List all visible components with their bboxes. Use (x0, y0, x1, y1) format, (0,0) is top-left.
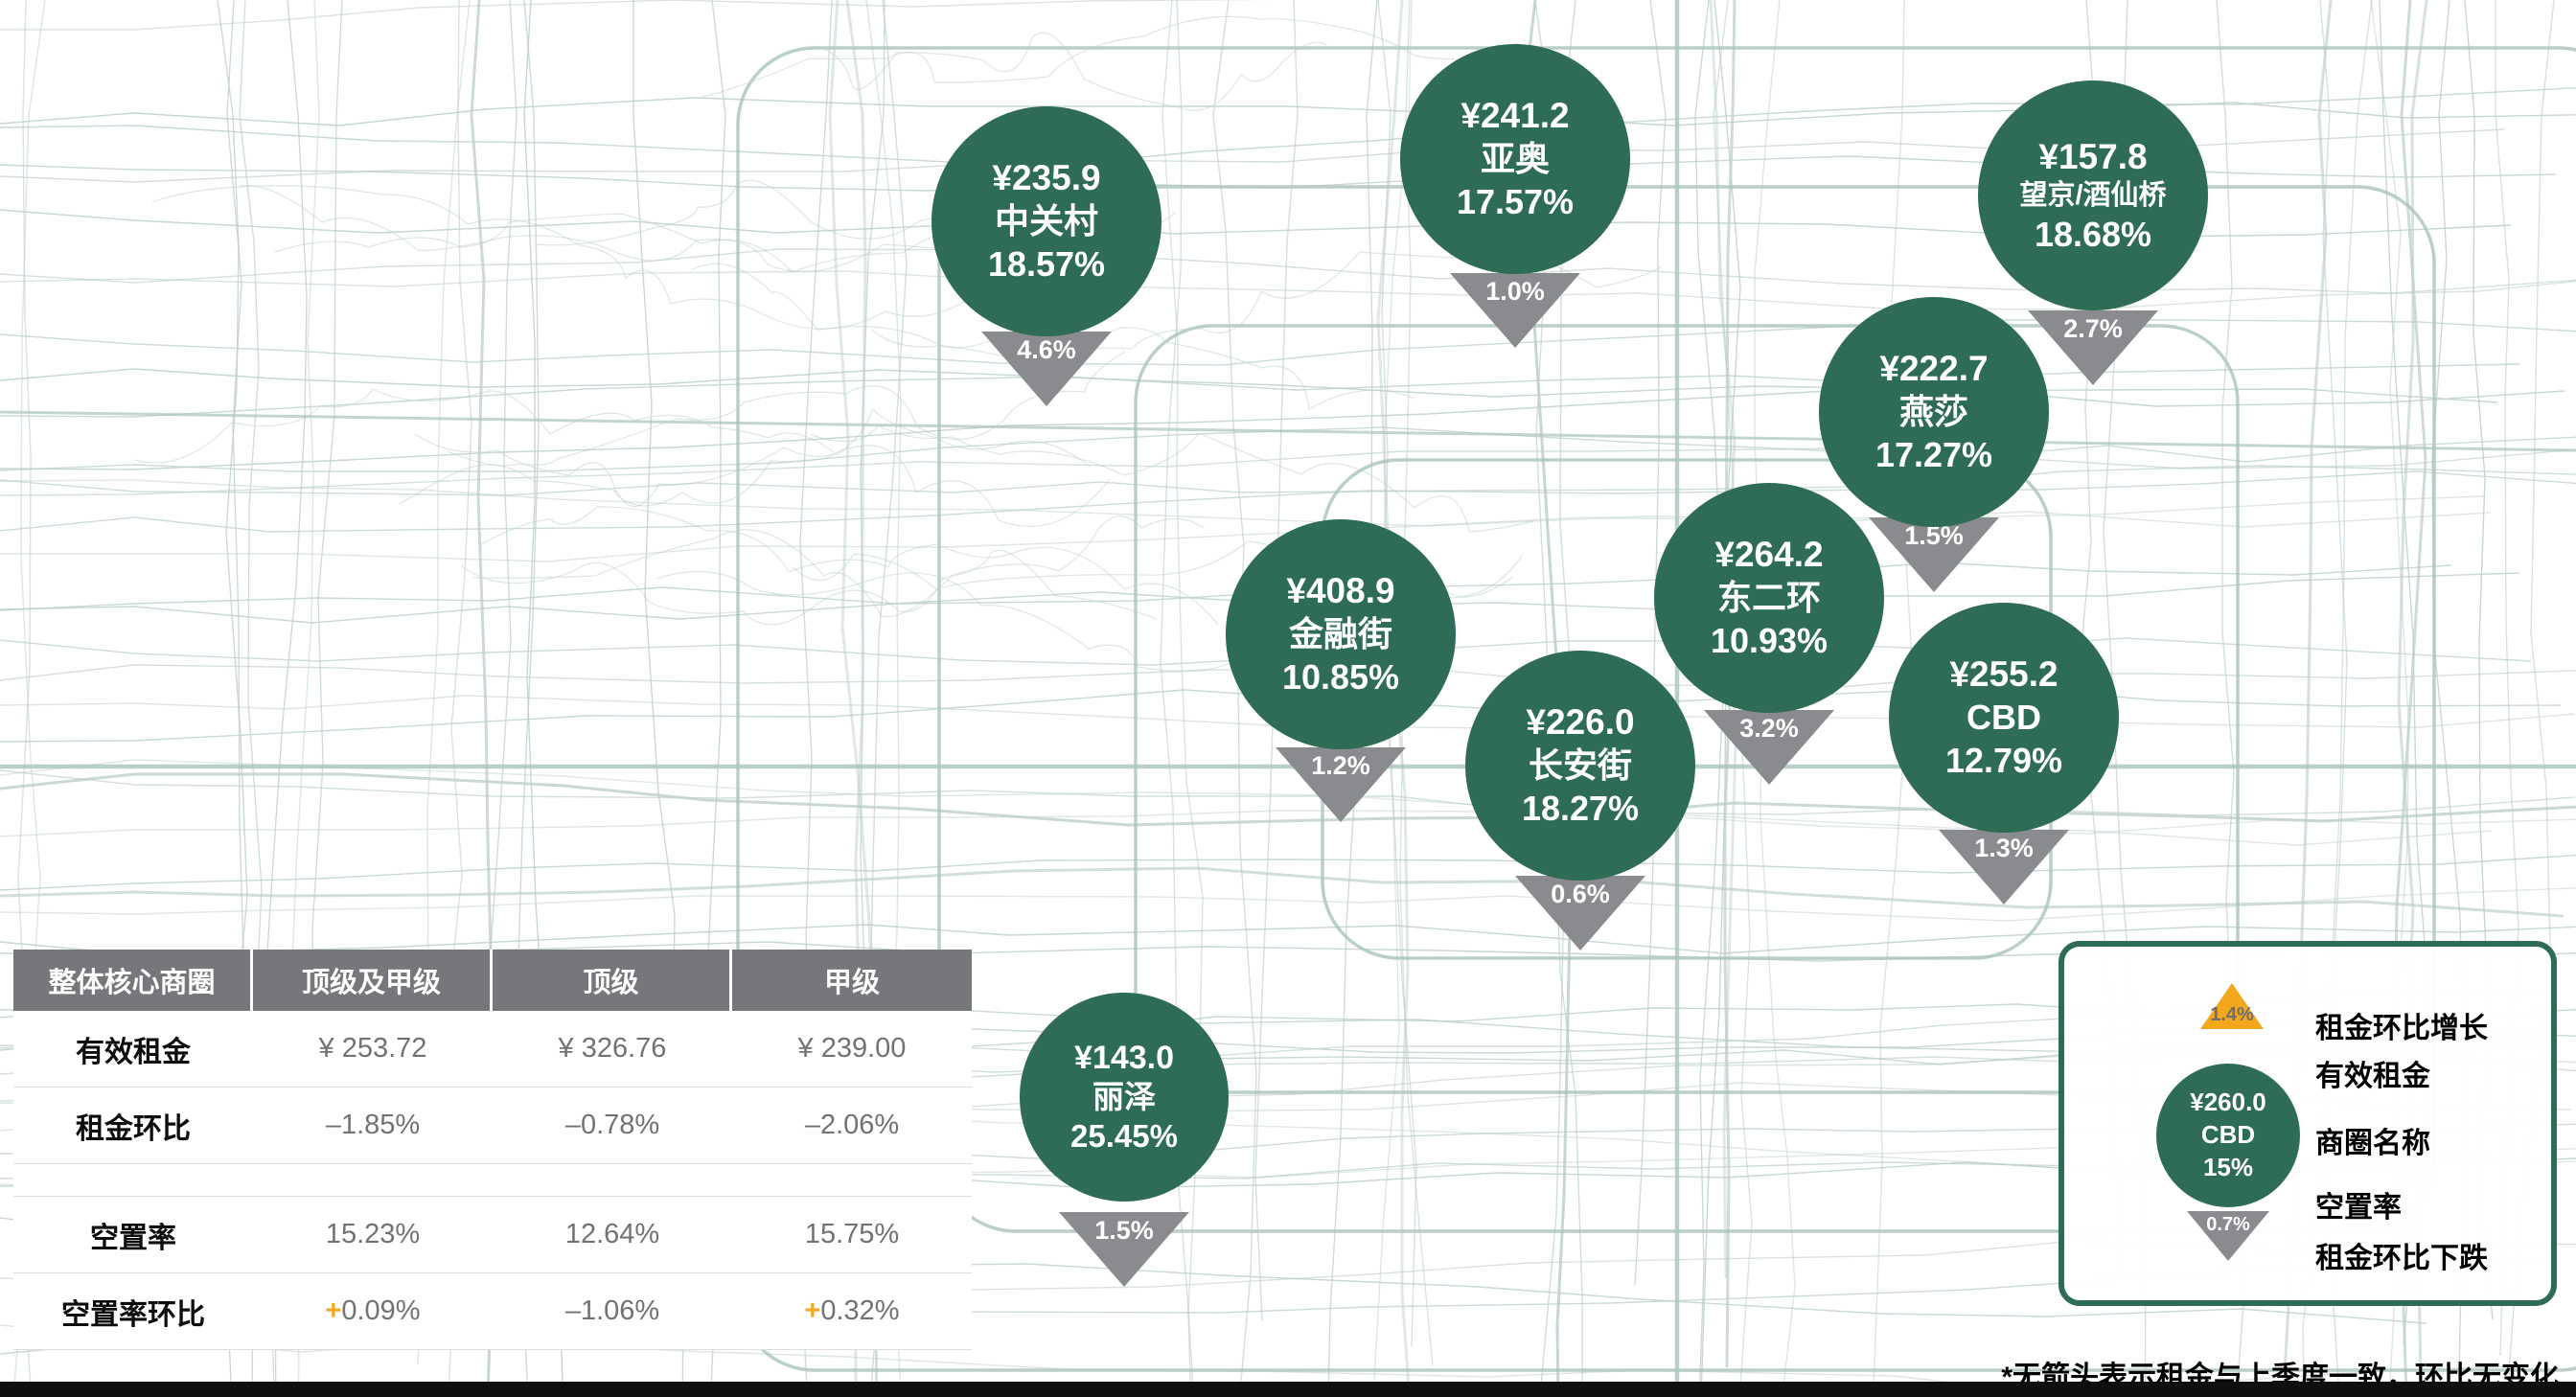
sample-rent: ¥260.0 (2190, 1088, 2266, 1117)
district-rent: ¥222.7 (1879, 349, 1989, 389)
table-row-vacancy-qoq: 空置率环比 +0.09% –1.06% +0.32% (13, 1273, 972, 1350)
bottom-bar (0, 1382, 2576, 1397)
district-name: 望京/酒仙桥 (2019, 179, 2167, 211)
table-header-row: 整体核心商圈 顶级及甲级 顶级 甲级 (13, 950, 972, 1011)
plus-sign: + (325, 1295, 342, 1326)
cell-value: ¥ 253.72 (253, 1011, 493, 1088)
table-row-effective-rent: 有效租金 ¥ 253.72 ¥ 326.76 ¥ 239.00 (13, 1011, 972, 1088)
plus-sign: + (804, 1295, 821, 1326)
rent-qoq-change: 0.6% (1551, 880, 1610, 908)
legend-label-district-name: 商圈名称 (2315, 1128, 2430, 1159)
rent-qoq-change: 3.2% (1739, 714, 1799, 743)
rent-qoq-change: 4.6% (1017, 335, 1076, 364)
cell-value: –1.06% (493, 1273, 732, 1350)
legend-label-rent-decline: 租金环比下跌 (2315, 1243, 2488, 1274)
legend-label-effective-rent: 有效租金 (2315, 1061, 2430, 1092)
sample-name: CBD (2200, 1120, 2256, 1150)
table-row-vacancy: 空置率 15.23% 12.64% 15.75% (13, 1197, 972, 1273)
sample-vacancy: 15% (2202, 1152, 2254, 1181)
row-label: 租金环比 (13, 1088, 253, 1164)
district-rent: ¥255.2 (1949, 654, 2058, 695)
row-label: 有效租金 (13, 1011, 253, 1088)
rent-qoq-change: 1.2% (1311, 751, 1370, 780)
district-rent: ¥157.8 (2038, 136, 2148, 176)
cell-value: –2.06% (732, 1088, 972, 1164)
district-rent: ¥408.9 (1286, 571, 1395, 611)
district-rent: ¥241.2 (1460, 96, 1570, 136)
cell-value: +0.32% (732, 1273, 972, 1350)
district-name: 丽泽 (1092, 1079, 1156, 1115)
sample-district-bubble: ¥260.0 CBD 15% (2156, 1064, 2300, 1207)
district-name: 金融街 (1288, 614, 1392, 654)
legend-down-value: 0.7% (2206, 1214, 2250, 1235)
col-header-grade-a: 甲级 (732, 950, 972, 1011)
table-row-rent-qoq: 租金环比 –1.85% –0.78% –2.06% (13, 1088, 972, 1164)
row-label: 空置率环比 (13, 1273, 253, 1350)
district-rent: ¥235.9 (992, 158, 1101, 198)
legend-label-vacancy: 空置率 (2315, 1192, 2402, 1224)
cell-value: +0.09% (253, 1273, 493, 1350)
cell-value: ¥ 239.00 (732, 1011, 972, 1088)
district-rent: ¥264.2 (1714, 535, 1824, 575)
district-bubble-lize: ¥143.0 丽泽 25.45% (1020, 993, 1229, 1202)
district-bubble-financial-street: ¥408.9 金融街 10.85% (1226, 519, 1456, 749)
district-vacancy: 10.85% (1281, 656, 1400, 697)
district-bubble-cbd: ¥255.2 CBD 12.79% (1889, 603, 2119, 833)
district-name: CBD (1966, 698, 2041, 738)
cell-value: 12.64% (493, 1197, 732, 1273)
table-spacer-row (13, 1164, 972, 1197)
rent-qoq-change: 1.3% (1974, 834, 2034, 862)
district-vacancy: 12.79% (1944, 740, 2063, 780)
district-name: 长安街 (1528, 745, 1632, 786)
district-bubble-wangjing-jiuxianqiao: ¥157.8 望京/酒仙桥 18.68% (1978, 80, 2208, 310)
district-vacancy: 25.45% (1070, 1118, 1178, 1155)
rent-qoq-change: 2.7% (2063, 314, 2123, 343)
district-bubble-yaao: ¥241.2 亚奥 17.57% (1400, 44, 1630, 274)
district-name: 亚奥 (1480, 139, 1550, 179)
rent-qoq-change: 1.0% (1485, 277, 1545, 306)
district-name: 燕莎 (1898, 392, 1968, 432)
district-name: 中关村 (994, 201, 1098, 241)
district-vacancy: 10.93% (1710, 620, 1828, 660)
legend-up-value: 1.4% (2210, 1004, 2254, 1025)
district-rent: ¥143.0 (1074, 1040, 1174, 1077)
district-rent: ¥226.0 (1526, 702, 1635, 743)
legend-label-rent-increase: 租金环比增长 (2315, 1013, 2488, 1044)
district-vacancy: 17.27% (1874, 434, 1993, 474)
rent-decline-arrow-icon: 0.7% (2187, 1211, 2269, 1261)
district-vacancy: 18.68% (2034, 214, 2152, 254)
col-header-premium-and-grade-a: 顶级及甲级 (253, 950, 493, 1011)
col-header-premium: 顶级 (493, 950, 732, 1011)
cell-value: 15.75% (732, 1197, 972, 1273)
market-summary-table: 整体核心商圈 顶级及甲级 顶级 甲级 有效租金 ¥ 253.72 ¥ 326.7… (13, 950, 972, 1350)
district-vacancy: 17.57% (1456, 181, 1575, 221)
district-bubble-east-2nd-ring: ¥264.2 东二环 10.93% (1654, 483, 1884, 713)
district-name: 东二环 (1716, 578, 1821, 618)
district-vacancy: 18.27% (1521, 788, 1640, 828)
legend-box: 1.4% 租金环比增长 有效租金 ¥260.0 CBD 15% 商圈名称 空置率… (2058, 941, 2557, 1306)
cell-value: –0.78% (493, 1088, 732, 1164)
district-bubble-changan-avenue: ¥226.0 长安街 18.27% (1465, 651, 1695, 881)
cell-value: ¥ 326.76 (493, 1011, 732, 1088)
district-bubble-yansha: ¥222.7 燕莎 17.27% (1819, 297, 2049, 527)
district-bubble-zhongguancun: ¥235.9 中关村 18.57% (932, 106, 1162, 336)
col-header-overall-core: 整体核心商圈 (13, 950, 253, 1011)
cell-value: 15.23% (253, 1197, 493, 1273)
rent-qoq-change: 1.5% (1904, 521, 1964, 550)
district-vacancy: 18.57% (987, 243, 1106, 284)
cell-value: –1.85% (253, 1088, 493, 1164)
rent-qoq-change: 1.5% (1094, 1216, 1154, 1245)
row-label: 空置率 (13, 1197, 253, 1273)
